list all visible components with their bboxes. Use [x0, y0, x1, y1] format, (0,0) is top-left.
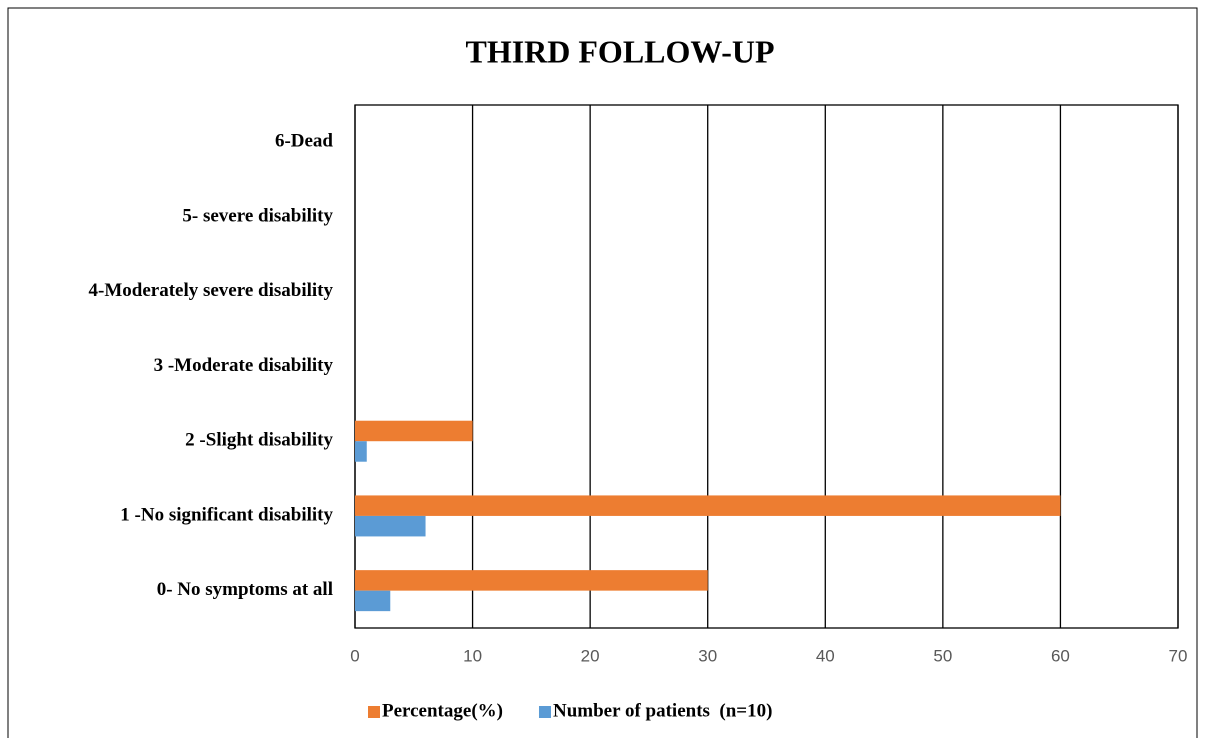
- y-tick-label: 1 -No significant disability: [120, 504, 333, 525]
- legend-label: Percentage(%): [382, 700, 503, 721]
- x-tick-label: 50: [933, 646, 952, 665]
- x-tick-label: 0: [350, 646, 359, 665]
- y-tick-label: 6-Dead: [275, 131, 333, 152]
- y-tick-label: 3 -Moderate disability: [154, 355, 334, 376]
- x-tick-label: 30: [698, 646, 717, 665]
- chart-frame: [7, 7, 1198, 738]
- bar: [355, 420, 473, 442]
- bar: [355, 570, 708, 591]
- bar: [355, 515, 426, 537]
- y-tick-label: 2 -Slight disability: [185, 430, 333, 451]
- x-tick-label: 40: [816, 646, 835, 665]
- x-tick-label: 20: [581, 646, 600, 665]
- legend-label: Number of patients (n=10): [553, 700, 772, 721]
- x-tick-label: 60: [1051, 646, 1070, 665]
- bar: [355, 590, 391, 612]
- bar: [355, 441, 367, 462]
- legend-swatch: [538, 706, 551, 718]
- legend-swatch: [368, 706, 380, 718]
- x-tick-label: 70: [1169, 646, 1188, 665]
- plot-border: [354, 104, 1179, 629]
- y-tick-label: 4-Moderately severe disability: [89, 280, 334, 301]
- chart-title: THIRD FOLLOW-UP: [465, 33, 774, 69]
- x-tick-label: 10: [463, 646, 482, 665]
- y-tick-label: 0- No symptoms at all: [157, 579, 333, 600]
- bar: [355, 495, 1061, 516]
- y-tick-label: 5- severe disability: [182, 205, 333, 226]
